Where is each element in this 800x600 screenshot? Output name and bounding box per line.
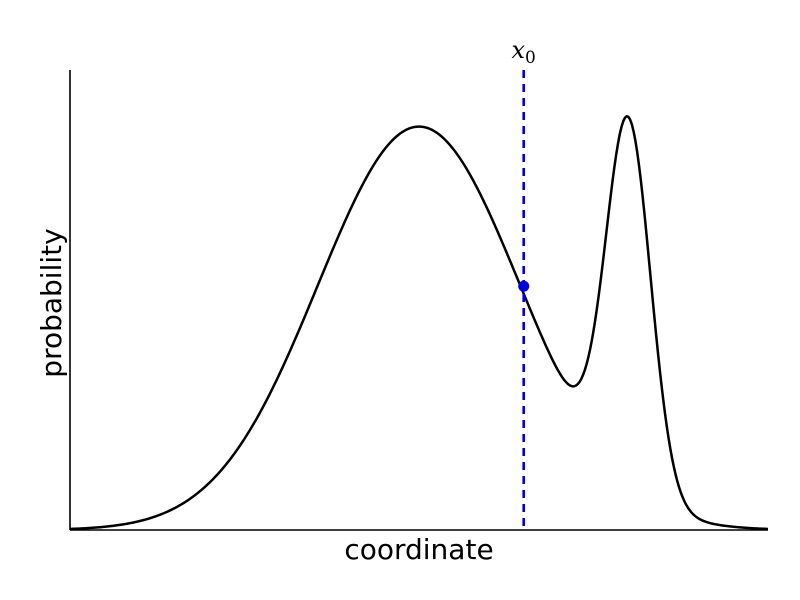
x-axis-label: coordinate [344,533,493,566]
probability-curve [69,115,769,531]
x0-marker-point [518,280,530,292]
y-axis-label: probability [35,228,68,377]
x0-label-base: x [512,36,526,64]
x0-label: x0 [512,36,536,68]
x0-label-subscript: 0 [525,48,536,68]
